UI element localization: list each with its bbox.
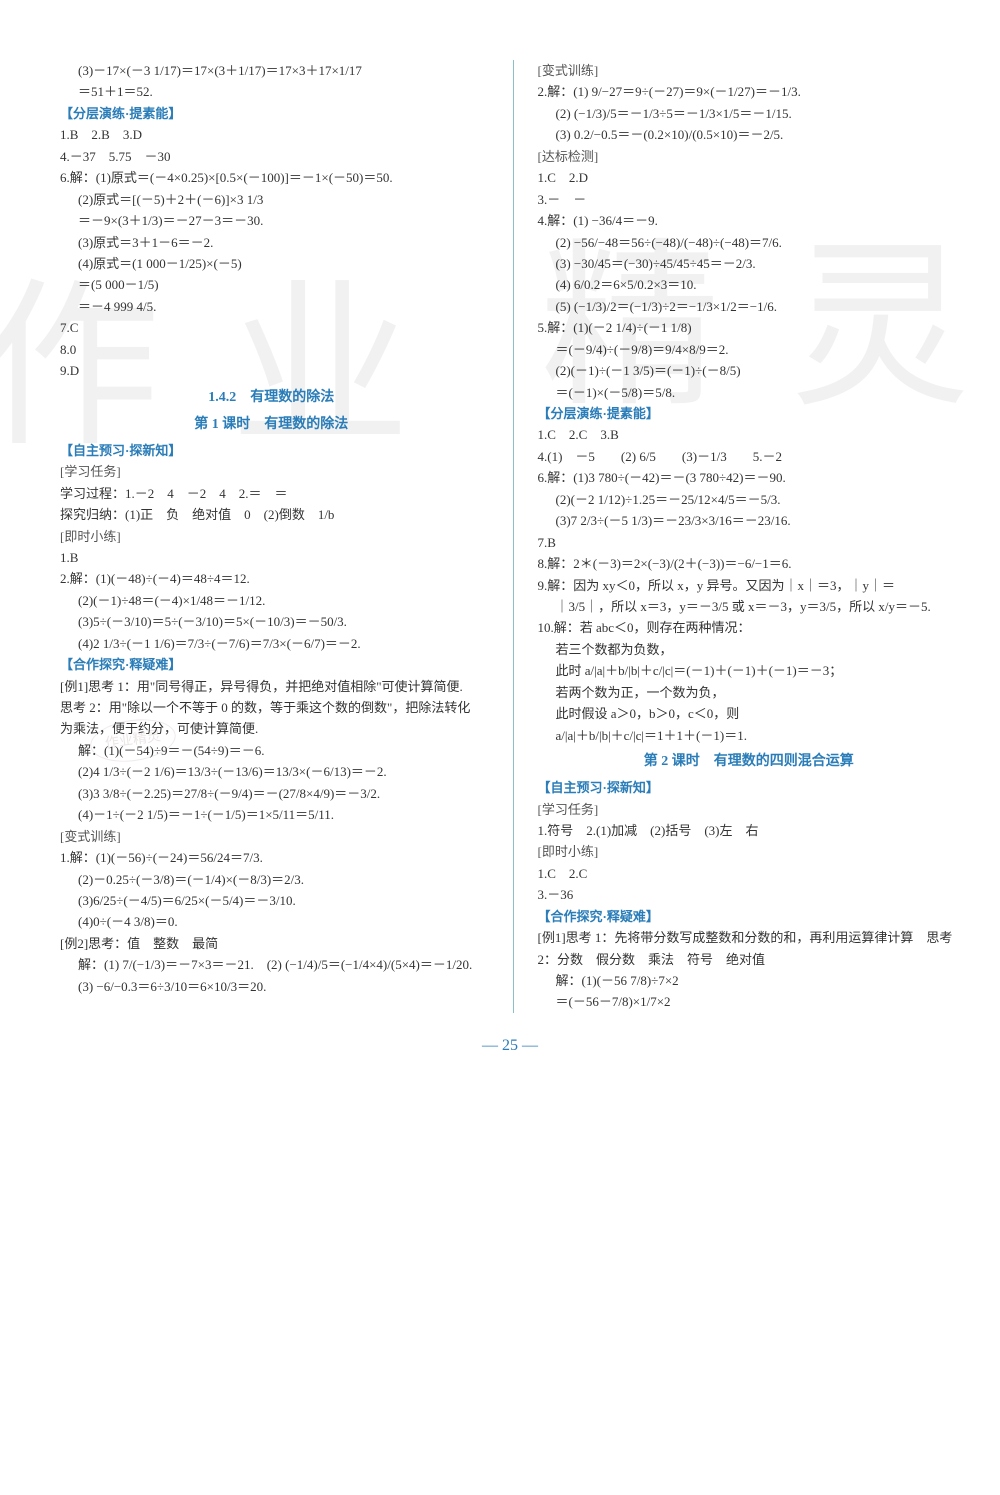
math-line: (3)5÷(－3/10)＝5÷(－3/10)＝5×(－10/3)＝－50/3. (60, 611, 483, 632)
page-number: — 25 — (60, 1033, 960, 1059)
answer-line: 3.－ － (538, 189, 961, 210)
section-header: 【分层演练·提素能】 (60, 103, 483, 124)
section-header: 【合作探究·释疑难】 (538, 906, 961, 927)
answer-line: 3.－36 (538, 884, 961, 905)
math-line: 此时假设 a＞0，b＞0，c＜0，则 (538, 703, 961, 724)
answer-line: 1.B (60, 547, 483, 568)
section-header: 【自主预习·探新知】 (60, 440, 483, 461)
right-column: [变式训练] 2.解：(1) 9/−27＝9÷(－27)＝9×(－1/27)＝－… (538, 60, 961, 1013)
math-line: (4)0÷(－4 3/8)＝0. (60, 911, 483, 932)
answer-line: 7.B (538, 532, 961, 553)
math-line: 若三个数都为负数， (538, 639, 961, 660)
math-line: ＝51＋1＝52. (60, 81, 483, 102)
answer-line: 1.B 2.B 3.D (60, 124, 483, 145)
sub-label: [学习任务] (538, 799, 961, 820)
answer-line: 1.C 2.D (538, 167, 961, 188)
column-divider (513, 60, 514, 1013)
example-text: [例2]思考：值 整数 最简 (60, 933, 483, 954)
answer-line: 8.0 (60, 339, 483, 360)
math-line: (2)(－1)÷48＝(－4)×1/48＝－1/12. (60, 590, 483, 611)
math-line: ＝－9×(3＋1/3)＝－27－3＝－30. (60, 210, 483, 231)
answer-line: 10.解：若 abc＜0，则存在两种情况： (538, 617, 961, 638)
math-line: (4) 6/0.2＝6×5/0.2×3＝10. (538, 274, 961, 295)
math-line: 解：(1)(－54)÷9＝－(54÷9)＝－6. (60, 740, 483, 761)
answer-line: 1.C 2.C 3.B (538, 424, 961, 445)
answer-line: 8.解：2＊(－3)＝2×(−3)/(2＋(−3))＝−6/−1＝6. (538, 553, 961, 574)
section-subtitle: 第 1 课时 有理数的除法 (60, 413, 483, 436)
math-line: (3)7 2/3÷(－5 1/3)＝－23/3×3/16＝－23/16. (538, 510, 961, 531)
math-line: ＝－4 999 4/5. (60, 296, 483, 317)
answer-line: 1.解：(1)(－56)÷(－24)＝56/24＝7/3. (60, 847, 483, 868)
math-line: (5) (−1/3)/2＝(−1/3)÷2＝−1/3×1/2＝−1/6. (538, 296, 961, 317)
answer-line: 1.C 2.C (538, 863, 961, 884)
math-line: 若两个数为正，一个数为负， (538, 682, 961, 703)
math-line: (2)(－1)÷(－1 3/5)＝(－1)÷(－8/5) (538, 360, 961, 381)
math-line: (2) (−1/3)/5＝－1/3÷5＝－1/3×1/5＝－1/15. (538, 103, 961, 124)
section-header: 【合作探究·释疑难】 (60, 654, 483, 675)
math-line: (3) 0.2/−0.5＝－(0.2×10)/(0.5×10)＝－2/5. (538, 124, 961, 145)
math-line: ＝(－56－7/8)×1/7×2 (538, 991, 961, 1012)
answer-line: 2.解：(1)(－48)÷(－4)＝48÷4＝12. (60, 568, 483, 589)
example-text: [例1]思考 1：用"同号得正，异号得负，并把绝对值相除"可使计算简便. (60, 676, 483, 697)
page-columns: (3)－17×(－3 1/17)＝17×(3＋1/17)＝17×3＋17×1/1… (60, 60, 960, 1013)
answer-line: 9.D (60, 360, 483, 381)
math-line: (2)4 1/3÷(－2 1/6)＝13/3÷(－13/6)＝13/3×(－6/… (60, 761, 483, 782)
sub-label: [即时小练] (538, 841, 961, 862)
answer-line: 探究归纳：(1)正 负 绝对值 0 (2)倒数 1/b (60, 504, 483, 525)
math-line: ＝(－9/4)÷(－9/8)＝9/4×8/9＝2. (538, 339, 961, 360)
section-title: 1.4.2 有理数的除法 (60, 386, 483, 409)
math-line: ＝(－1)×(－5/8)＝5/8. (538, 382, 961, 403)
math-line: (2) −56/−48＝56÷(−48)/(−48)÷(−48)＝7/6. (538, 232, 961, 253)
answer-line: 1.符号 2.(1)加减 (2)括号 (3)左 右 (538, 820, 961, 841)
math-line: (4)2 1/3÷(－1 1/6)＝7/3÷(－7/6)＝7/3×(－6/7)＝… (60, 633, 483, 654)
sub-label: [学习任务] (60, 461, 483, 482)
answer-line: 6.解：(1)3 780÷(－42)＝－(3 780÷42)＝－90. (538, 467, 961, 488)
left-column: (3)－17×(－3 1/17)＝17×(3＋1/17)＝17×3＋17×1/1… (60, 60, 489, 1013)
section-header: 【自主预习·探新知】 (538, 777, 961, 798)
math-line: (4)原式＝(1 000－1/25)×(－5) (60, 253, 483, 274)
sub-label: [达标检测] (538, 146, 961, 167)
math-line: (3)原式＝3＋1－6＝－2. (60, 232, 483, 253)
answer-line: 4.解：(1) −36/4＝－9. (538, 210, 961, 231)
math-line: (2)－0.25÷(－3/8)＝(－1/4)×(－8/3)＝2/3. (60, 869, 483, 890)
math-line: (2)(－2 1/12)÷1.25＝－25/12×4/5＝－5/3. (538, 489, 961, 510)
math-line: (3) −6/−0.3＝6÷3/10＝6×10/3＝20. (60, 976, 483, 997)
answer-line: 5.解：(1)(－2 1/4)÷(－1 1/8) (538, 317, 961, 338)
math-line: (3)3 3/8÷(－2.25)＝27/8÷(－9/4)＝－(27/8×4/9)… (60, 783, 483, 804)
math-line: 此时 a/|a|＋b/|b|＋c/|c|＝(－1)＋(－1)＋(－1)＝－3； (538, 660, 961, 681)
answer-line: 4.－37 5.75 －30 (60, 146, 483, 167)
sub-label: [即时小练] (60, 526, 483, 547)
math-line: (2)原式＝[(－5)＋2＋(－6)]×3 1/3 (60, 189, 483, 210)
math-line: (4)－1÷(－2 1/5)＝－1÷(－1/5)＝1×5/11＝5/11. (60, 804, 483, 825)
math-line: (3) −30/45＝(−30)÷45/45÷45＝－2/3. (538, 253, 961, 274)
math-line: a/|a|＋b/|b|＋c/|c|＝1＋1＋(－1)＝1. (538, 725, 961, 746)
answer-line: 6.解：(1)原式＝(－4×0.25)×[0.5×(－100)]＝－1×(－50… (60, 167, 483, 188)
math-line: ｜3/5｜，所以 x＝3，y＝－3/5 或 x＝－3，y＝3/5，所以 x/y＝… (538, 596, 961, 617)
example-text: 思考 2：用"除以一个不等于 0 的数，等于乘这个数的倒数"，把除法转化为乘法，… (60, 697, 483, 740)
math-line: (3)－17×(－3 1/17)＝17×(3＋1/17)＝17×3＋17×1/1… (60, 60, 483, 81)
answer-line: 9.解：因为 xy＜0，所以 x，y 异号。又因为｜x｜＝3，｜y｜＝ (538, 575, 961, 596)
section-header: 【分层演练·提素能】 (538, 403, 961, 424)
answer-line: 7.C (60, 317, 483, 338)
example-text: [例1]思考 1：先将带分数写成整数和分数的和，再利用运算律计算 思考 2：分数… (538, 927, 961, 970)
math-line: ＝(5 000－1/5) (60, 274, 483, 295)
math-line: 解：(1)(－56 7/8)÷7×2 (538, 970, 961, 991)
math-line: (3)6/25÷(－4/5)＝6/25×(－5/4)＝－3/10. (60, 890, 483, 911)
section-subtitle: 第 2 课时 有理数的四则混合运算 (538, 750, 961, 773)
sub-label: [变式训练] (538, 60, 961, 81)
answer-line: 4.(1) －5 (2) 6/5 (3)－1/3 5.－2 (538, 446, 961, 467)
math-line: 解：(1) 7/(−1/3)＝－7×3＝－21. (2) (−1/4)/5＝(−… (60, 954, 483, 975)
answer-line: 2.解：(1) 9/−27＝9÷(－27)＝9×(－1/27)＝－1/3. (538, 81, 961, 102)
sub-label: [变式训练] (60, 826, 483, 847)
answer-line: 学习过程：1.－2 4 －2 4 2.＝ ＝ (60, 483, 483, 504)
